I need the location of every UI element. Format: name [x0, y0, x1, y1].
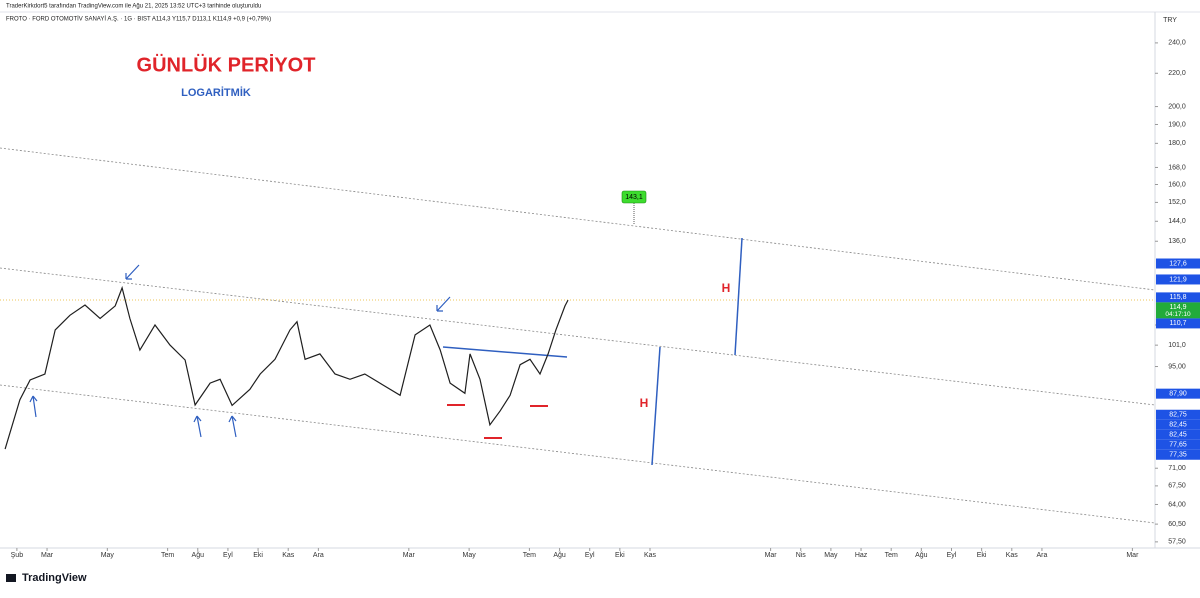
price-label-box	[1156, 419, 1200, 430]
currency: TRY	[1163, 17, 1177, 24]
price-label-box	[1156, 388, 1200, 399]
height-line	[734, 237, 743, 356]
price-line	[4, 285, 569, 450]
credit: TraderKirkdort5 tarafından TradingView.c…	[6, 4, 261, 10]
price-label-box	[1156, 292, 1200, 303]
price-label-box	[1156, 409, 1200, 420]
x-tick-label: Tem	[885, 552, 898, 559]
x-tick-label: Şub	[11, 552, 24, 559]
callout-box	[621, 190, 647, 204]
y-tick-label: 101,0	[1168, 342, 1186, 349]
price-label-box	[1156, 302, 1200, 319]
x-tick-label: Mar	[41, 552, 54, 559]
price-label: 77,35	[1169, 452, 1187, 459]
x-tick-label: Nis	[796, 552, 807, 559]
price-label-box	[1156, 429, 1200, 440]
x-tick-label: Kas	[644, 552, 657, 559]
y-tick-label: 144,0	[1168, 218, 1186, 225]
symbol-info: FROTO · FORD OTOMOTİV SANAYİ A.Ş. · 1G ·…	[6, 16, 271, 23]
logo-text: TradingView	[22, 572, 87, 584]
price-label-box	[1156, 258, 1200, 269]
y-tick-label: 71,00	[1168, 465, 1186, 472]
arrow	[228, 415, 237, 438]
price-label: 114,9	[1170, 304, 1187, 311]
x-tick-label: Eki	[977, 552, 987, 559]
x-tick-label: Eyl	[223, 552, 233, 559]
y-tick-label: 220,0	[1168, 70, 1186, 77]
x-tick-label: Eki	[615, 552, 625, 559]
price-label-box	[1156, 439, 1200, 450]
y-tick-label: 190,0	[1168, 121, 1186, 128]
x-tick-label: Ağu	[553, 552, 566, 559]
y-tick-label: 200,0	[1168, 103, 1186, 110]
x-tick-label: Eyl	[947, 552, 957, 559]
arrow	[193, 415, 202, 438]
price-label-time: 04:17:10	[1165, 311, 1191, 318]
price-label: 110,7	[1170, 320, 1187, 327]
logo: TradingView	[6, 572, 87, 584]
arrow	[29, 395, 38, 418]
price-label: 127,6	[1169, 260, 1187, 267]
x-tick-label: Kas	[1006, 552, 1019, 559]
callout-text: 143,1	[625, 194, 643, 201]
logo-mark	[6, 574, 16, 582]
x-tick-label: Eyl	[585, 552, 595, 559]
x-tick-label: May	[462, 552, 476, 559]
y-tick-label: 152,0	[1168, 199, 1186, 206]
y-tick-label: 136,0	[1168, 238, 1186, 245]
height-line	[651, 346, 661, 466]
chart-title: GÜNLÜK PERİYOT	[137, 53, 316, 76]
drawings	[0, 147, 1156, 524]
price-label: 82,75	[1169, 412, 1187, 419]
x-tick-label: Kas	[282, 552, 295, 559]
channel-mid	[0, 267, 1156, 406]
y-tick-label: 64,00	[1168, 501, 1186, 508]
x-tick-label: Ara	[313, 552, 324, 559]
arrow	[436, 296, 451, 312]
x-tick-label: Ağu	[915, 552, 928, 559]
x-tick-label: Haz	[855, 552, 868, 559]
channel-top	[0, 147, 1156, 291]
y-tick-label: 160,0	[1168, 181, 1186, 188]
y-tick-label: 67,50	[1168, 483, 1186, 490]
x-tick-label: Tem	[523, 552, 536, 559]
x-tick-label: Eki	[253, 552, 263, 559]
y-tick-label: 95,00	[1168, 363, 1186, 370]
price-label-box	[1156, 318, 1200, 329]
price-label: 87,90	[1169, 391, 1187, 398]
x-tick-label: Mar	[1126, 552, 1139, 559]
x-tick-label: May	[824, 552, 838, 559]
y-tick-label: 60,50	[1168, 521, 1186, 528]
x-tick-label: Tem	[161, 552, 174, 559]
chart-subtitle: LOGARİTMİK	[181, 86, 251, 99]
price-label-box	[1156, 274, 1200, 285]
price-label: 82,45	[1169, 432, 1187, 439]
price-label: 121,9	[1169, 276, 1187, 283]
annotation: H	[722, 281, 731, 295]
x-tick-label: Mar	[403, 552, 416, 559]
arrow	[125, 264, 140, 280]
channel-bottom	[0, 384, 1156, 524]
x-tick-label: Ara	[1036, 552, 1047, 559]
x-tick-label: May	[101, 552, 115, 559]
neckline	[442, 346, 568, 358]
price-label: 77,65	[1169, 442, 1187, 449]
annotation: H	[640, 396, 649, 410]
price-label-box	[1156, 449, 1200, 460]
y-tick-label: 240,0	[1168, 40, 1186, 47]
x-tick-label: Ağu	[192, 552, 205, 559]
x-tick-label: Mar	[765, 552, 778, 559]
price-label: 115,8	[1170, 294, 1187, 301]
y-tick-label: 57,50	[1168, 539, 1186, 546]
y-tick-label: 168,0	[1168, 164, 1186, 171]
price-label: 82,45	[1169, 422, 1187, 429]
y-tick-label: 180,0	[1168, 140, 1186, 147]
